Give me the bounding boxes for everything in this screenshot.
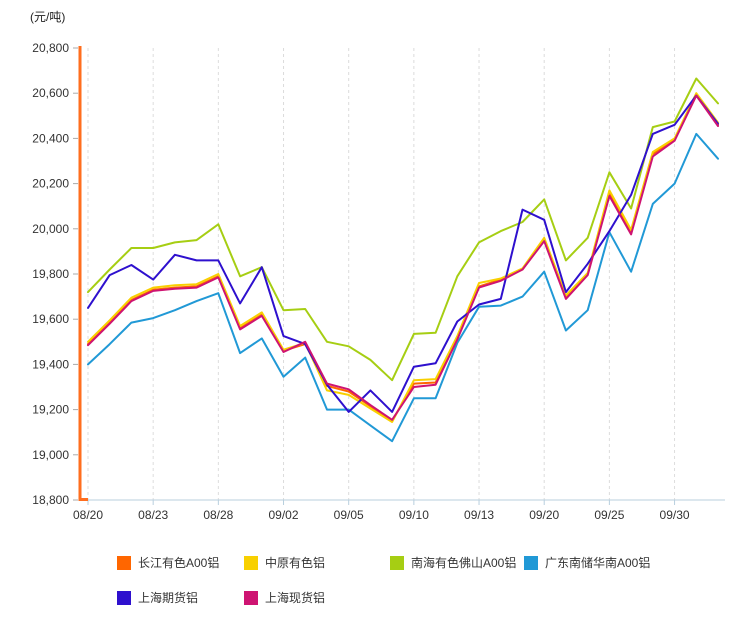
legend-label: 中原有色铝 <box>265 556 326 570</box>
x-tick-label: 09/30 <box>660 508 690 522</box>
legend-item-nanhai-foshan[interactable]: 南海有色佛山A00铝 <box>390 555 516 570</box>
y-tick-label: 19,600 <box>32 312 69 326</box>
y-tick-label: 20,600 <box>32 86 69 100</box>
legend-swatch-shanghai-futures <box>117 590 131 605</box>
legend-swatch-zhongyuan <box>244 555 258 570</box>
series-line-shanghai-futures <box>87 94 719 413</box>
series-line-shanghai-spot <box>87 94 719 421</box>
y-axis-foot <box>80 498 88 501</box>
legend-label: 南海有色佛山A00铝 <box>411 556 517 570</box>
x-tick-label: 09/02 <box>269 508 299 522</box>
x-tick-label: 09/20 <box>529 508 559 522</box>
series-line-guangdong-nanchu <box>87 132 719 443</box>
legend-item-guangdong-nanchu[interactable]: 广东南储华南A00铝 <box>524 555 650 570</box>
legend-item-zhongyuan[interactable]: 中原有色铝 <box>244 555 325 570</box>
y-tick-label: 19,400 <box>32 357 69 371</box>
x-tick-label: 08/23 <box>138 508 168 522</box>
x-tick-label: 08/20 <box>73 508 103 522</box>
legend-label: 长江有色A00铝 <box>138 556 220 570</box>
x-tick-label: 09/25 <box>594 508 624 522</box>
x-tick-label: 08/28 <box>203 508 233 522</box>
legend-swatch-shanghai-spot <box>244 590 258 605</box>
x-tick-label: 09/05 <box>334 508 364 522</box>
legend-item-changjiang[interactable]: 长江有色A00铝 <box>117 555 219 570</box>
legend-label: 上海期货铝 <box>138 591 199 605</box>
legend-label: 上海现货铝 <box>265 591 326 605</box>
legend-swatch-changjiang <box>117 555 131 570</box>
legend-swatch-nanhai-foshan <box>390 555 404 570</box>
y-tick-label: 20,400 <box>32 131 69 145</box>
legend-item-shanghai-futures[interactable]: 上海期货铝 <box>117 590 198 605</box>
legend-swatch-guangdong-nanchu <box>524 555 538 570</box>
x-tick-label: 09/10 <box>399 508 429 522</box>
y-tick-label: 19,800 <box>32 267 69 281</box>
y-tick-label: 20,000 <box>32 222 69 236</box>
legend-label: 广东南储华南A00铝 <box>545 556 651 570</box>
series-line-zhongyuan <box>87 92 719 423</box>
series-line-nanhai-foshan <box>87 77 719 382</box>
x-tick-label: 09/13 <box>464 508 494 522</box>
legend-item-shanghai-spot[interactable]: 上海现货铝 <box>244 590 325 605</box>
y-tick-label: 18,800 <box>32 493 69 507</box>
y-tick-label: 20,800 <box>32 41 69 55</box>
y-tick-label: 20,200 <box>32 177 69 191</box>
y-tick-label: 19,200 <box>32 403 69 417</box>
y-tick-label: 19,000 <box>32 448 69 462</box>
y-axis-unit-label: (元/吨) <box>30 10 66 24</box>
